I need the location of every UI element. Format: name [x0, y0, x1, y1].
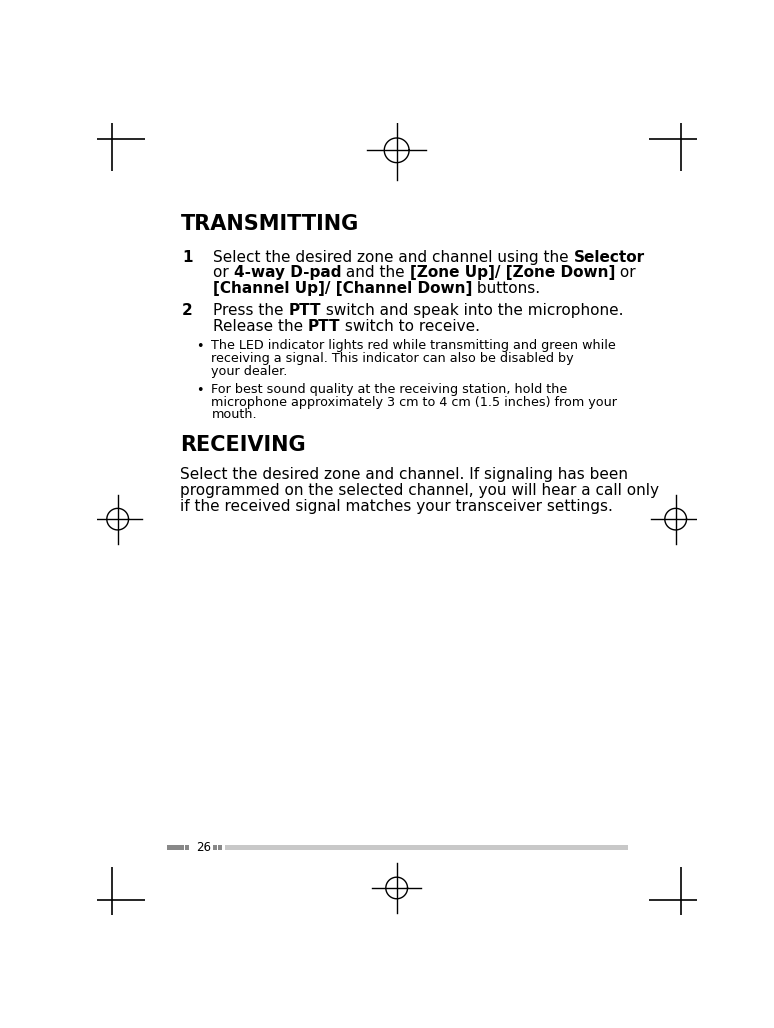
- Text: if the received signal matches your transceiver settings.: if the received signal matches your tran…: [180, 499, 613, 514]
- Text: 2: 2: [182, 303, 193, 318]
- Text: or: or: [615, 265, 635, 281]
- Text: PTT: PTT: [308, 319, 341, 334]
- Text: Select the desired zone and channel. If signaling has been: Select the desired zone and channel. If …: [180, 467, 628, 482]
- Text: mouth.: mouth.: [211, 408, 257, 421]
- Text: receiving a signal. This indicator can also be disabled by: receiving a signal. This indicator can a…: [211, 352, 574, 365]
- Text: or: or: [213, 265, 234, 281]
- Text: and the: and the: [341, 265, 409, 281]
- Text: [Zone Up]/ [Zone Down]: [Zone Up]/ [Zone Down]: [409, 265, 615, 281]
- Text: microphone approximately 3 cm to 4 cm (1.5 inches) from your: microphone approximately 3 cm to 4 cm (1…: [211, 396, 618, 408]
- Text: Selector: Selector: [574, 250, 645, 264]
- Bar: [185, 845, 189, 850]
- Text: programmed on the selected channel, you will hear a call only: programmed on the selected channel, you …: [180, 483, 659, 498]
- Text: •: •: [196, 383, 204, 397]
- Text: 1: 1: [182, 250, 193, 264]
- Text: Release the: Release the: [213, 319, 308, 334]
- Bar: [224, 845, 628, 850]
- Text: [Channel Up]/ [Channel Down]: [Channel Up]/ [Channel Down]: [213, 282, 472, 296]
- Text: The LED indicator lights red while transmitting and green while: The LED indicator lights red while trans…: [211, 339, 616, 353]
- Text: 4-way D-pad: 4-way D-pad: [234, 265, 341, 281]
- Text: buttons.: buttons.: [472, 282, 540, 296]
- Text: Select the desired zone and channel using the: Select the desired zone and channel usin…: [213, 250, 574, 264]
- Text: RECEIVING: RECEIVING: [180, 435, 306, 454]
- Bar: [166, 845, 183, 850]
- Text: your dealer.: your dealer.: [211, 365, 288, 377]
- Bar: [218, 845, 222, 850]
- Text: •: •: [196, 340, 204, 353]
- Text: 26: 26: [196, 841, 211, 854]
- Text: For best sound quality at the receiving station, hold the: For best sound quality at the receiving …: [211, 382, 567, 396]
- Bar: [213, 845, 217, 850]
- Text: switch and speak into the microphone.: switch and speak into the microphone.: [321, 303, 623, 318]
- Text: Press the: Press the: [213, 303, 289, 318]
- Text: PTT: PTT: [289, 303, 321, 318]
- Text: switch to receive.: switch to receive.: [341, 319, 481, 334]
- Text: TRANSMITTING: TRANSMITTING: [180, 214, 358, 234]
